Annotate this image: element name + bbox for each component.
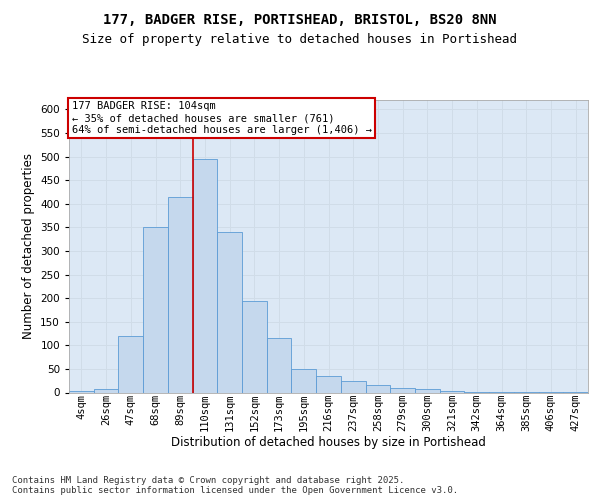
Bar bbox=[292, 369, 316, 392]
Text: Size of property relative to detached houses in Portishead: Size of property relative to detached ho… bbox=[83, 32, 517, 46]
Bar bbox=[217, 232, 242, 392]
Bar bbox=[94, 388, 118, 392]
Bar bbox=[316, 376, 341, 392]
Text: 177, BADGER RISE, PORTISHEAD, BRISTOL, BS20 8NN: 177, BADGER RISE, PORTISHEAD, BRISTOL, B… bbox=[103, 12, 497, 26]
Bar bbox=[143, 228, 168, 392]
Bar bbox=[193, 159, 217, 392]
Bar bbox=[118, 336, 143, 392]
Text: 177 BADGER RISE: 104sqm
← 35% of detached houses are smaller (761)
64% of semi-d: 177 BADGER RISE: 104sqm ← 35% of detache… bbox=[71, 102, 371, 134]
Text: Contains HM Land Registry data © Crown copyright and database right 2025.
Contai: Contains HM Land Registry data © Crown c… bbox=[12, 476, 458, 495]
Bar bbox=[69, 391, 94, 392]
Bar bbox=[341, 380, 365, 392]
Bar bbox=[390, 388, 415, 392]
Bar bbox=[415, 389, 440, 392]
Bar bbox=[242, 300, 267, 392]
Bar bbox=[267, 338, 292, 392]
Bar bbox=[365, 385, 390, 392]
X-axis label: Distribution of detached houses by size in Portishead: Distribution of detached houses by size … bbox=[171, 436, 486, 448]
Y-axis label: Number of detached properties: Number of detached properties bbox=[22, 153, 35, 340]
Bar bbox=[168, 196, 193, 392]
Bar bbox=[440, 391, 464, 392]
